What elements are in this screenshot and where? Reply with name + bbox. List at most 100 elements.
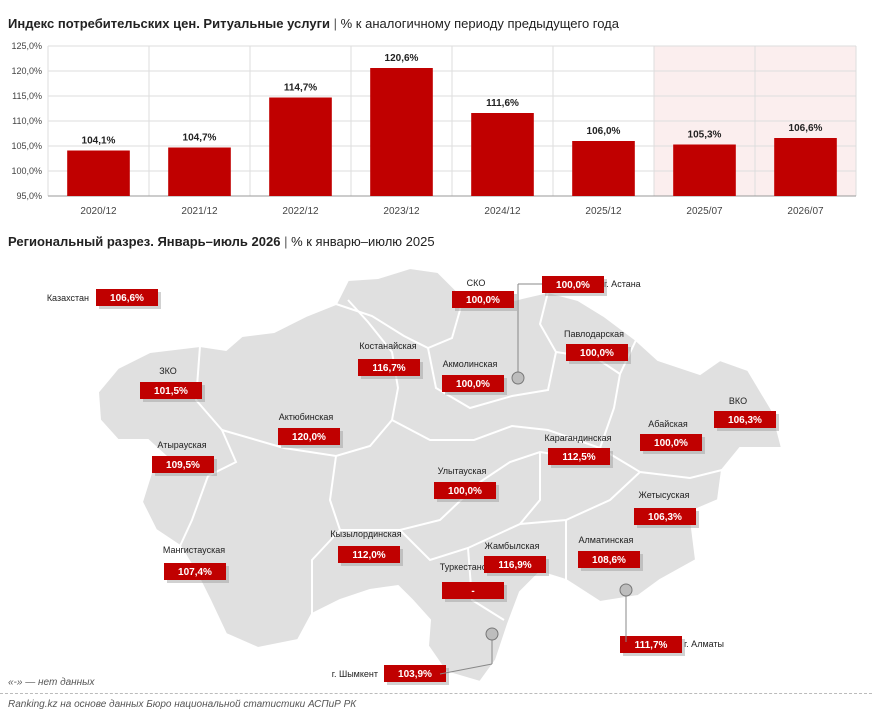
region-badge-актюбинская (278, 428, 340, 445)
bar (471, 113, 534, 196)
region-label-вко: ВКО (729, 396, 747, 406)
kazakhstan-map: Казахстан СКО г. Астана Павлодарская ЗКО Кост… (47, 266, 784, 685)
bar-data-label: 106,6% (789, 123, 823, 134)
region-label-актюбинская: Актюбинская (279, 412, 334, 422)
region-value-вко: 106,3% (728, 415, 762, 426)
region-badge-казахстан (96, 289, 158, 306)
almaty-marker (619, 583, 633, 597)
map-labels: Казахстан СКО г. Астана Павлодарская ЗКО Кост… (47, 278, 747, 679)
region-label-жамбылская: Жамбылская (485, 541, 540, 551)
bar-data-label: 114,7% (284, 83, 317, 94)
region-value-жетысуская: 106,3% (648, 512, 682, 523)
shymkent-marker (485, 627, 499, 641)
region-value-зко: 101,5% (154, 386, 188, 397)
region-title-separator: | (284, 234, 288, 249)
region-value-г-шымкент: 103,9% (398, 669, 432, 680)
region-badge-улытауская (434, 482, 496, 499)
region-label-г-астана: г. Астана (604, 279, 641, 289)
y-tick-label: 120,0% (11, 66, 42, 76)
bar-data-label: 105,3% (688, 130, 722, 141)
y-tick-label: 125,0% (11, 41, 42, 51)
region-label-акмолинская: Акмолинская (443, 359, 498, 369)
region-label-кызылординская: Кызылординская (330, 529, 401, 539)
region-label-г-алматы: г. Алматы (684, 639, 724, 649)
region-label-ско: СКО (467, 278, 486, 288)
region-label-г-шымкент: г. Шымкент (332, 669, 378, 679)
x-tick-label: 2020/12 (80, 206, 117, 217)
region-value-алматинская: 108,6% (592, 555, 626, 566)
region-label-атырауская: Атырауская (157, 440, 206, 450)
bar (673, 144, 736, 196)
bar (572, 141, 635, 196)
x-tick-label: 2026/07 (787, 206, 824, 217)
bar (269, 97, 332, 196)
bar (370, 68, 433, 196)
x-tick-label: 2024/12 (484, 206, 521, 217)
region-value-ско: 100,0% (466, 295, 500, 306)
region-value-казахстан: 106,6% (110, 293, 144, 304)
region-value-жамбылская: 116,9% (498, 560, 531, 571)
bar-data-label: 104,1% (82, 136, 116, 147)
region-label-абайская: Абайская (648, 419, 688, 429)
cpi-bar-chart: 95,0% 100,0% 105,0% 110,0% 115,0% 120,0% 125,0… (11, 41, 857, 217)
chart-title-units: % к аналогичному периоду предыдущего год… (340, 16, 620, 31)
x-tick-label: 2021/12 (181, 206, 218, 217)
region-badge-акмолинская (442, 375, 504, 392)
x-tick-label: 2025/07 (686, 206, 723, 217)
region-value-костанайская: 116,7% (372, 363, 405, 374)
bar-data-label: 111,6% (486, 98, 519, 109)
region-badge-абайская (640, 434, 702, 451)
region-value-акмолинская: 100,0% (456, 379, 490, 390)
chart-title-separator: | (333, 16, 337, 31)
footer-divider (0, 693, 872, 694)
bar (168, 147, 231, 196)
region-value-туркестанская: - (471, 586, 474, 597)
region-badge-г-алматы (620, 636, 682, 653)
y-tick-label: 100,0% (11, 166, 42, 176)
region-label-улытауская: Улытауская (438, 466, 487, 476)
y-tick-label: 115,0% (12, 91, 42, 101)
y-tick-label: 95,0% (16, 191, 42, 201)
region-badge-г-шымкент (384, 665, 446, 682)
region-label-павлодарская: Павлодарская (564, 329, 624, 339)
region-label-казахстан: Казахстан (47, 293, 89, 303)
region-badge-павлодарская (566, 344, 628, 361)
region-badge-алматинская (578, 551, 640, 568)
chart-title: Индекс потребительских цен. Ритуальные у… (8, 16, 619, 31)
region-title-units: % к январю–июлю 2025 (291, 234, 435, 249)
region-badge-г-астана (542, 276, 604, 293)
x-tick-label: 2025/12 (585, 206, 622, 217)
bar-data-label: 104,7% (183, 133, 217, 144)
bar (67, 150, 130, 196)
region-badge-атырауская (152, 456, 214, 473)
map-badges: 106,6% 100,0% 100,0% 100,0% 101,5% 116,7% 100,… (96, 276, 779, 685)
x-tick-label: 2022/12 (282, 206, 319, 217)
region-value-карагандинская: 112,5% (562, 452, 595, 463)
region-badge-жамбылская (484, 556, 546, 573)
region-badge-туркестанская (442, 582, 504, 599)
city-markers (439, 283, 633, 675)
region-label-туркестанская: Туркестанская (440, 562, 501, 572)
region-badge-вко (714, 411, 776, 428)
region-value-павлодарская: 100,0% (580, 348, 614, 359)
footnote: «-» — нет данных (8, 677, 95, 688)
region-value-мангистауская: 107,4% (178, 567, 212, 578)
source-note: Ranking.kz на основе данных Бюро национа… (8, 699, 357, 710)
x-tick-label: 2023/12 (383, 206, 420, 217)
region-badge-мангистауская (164, 563, 226, 580)
region-value-абайская: 100,0% (654, 438, 688, 449)
chart-title-main: Индекс потребительских цен. Ритуальные у… (8, 16, 330, 31)
region-value-улытауская: 100,0% (448, 486, 482, 497)
region-label-зко: ЗКО (159, 366, 177, 376)
bar-data-label: 120,6% (385, 53, 419, 64)
y-tick-label: 105,0% (11, 141, 42, 151)
region-badge-ско (452, 291, 514, 308)
region-badge-кызылординская (338, 546, 400, 563)
region-value-актюбинская: 120,0% (292, 432, 326, 443)
region-value-атырауская: 109,5% (166, 460, 200, 471)
region-title: Региональный разрез. Январь–июль 2026 | … (8, 234, 435, 249)
region-label-алматинская: Алматинская (579, 535, 634, 545)
region-label-костанайская: Костанайская (359, 341, 416, 351)
region-badge-костанайская (358, 359, 420, 376)
bar (774, 138, 837, 196)
